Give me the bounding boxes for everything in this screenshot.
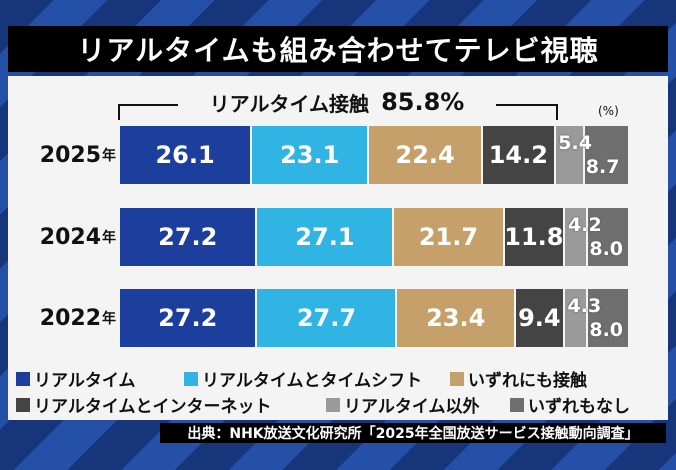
data-label: 27.1 bbox=[295, 223, 355, 251]
legend-swatch bbox=[326, 397, 340, 412]
data-label: 23.4 bbox=[426, 304, 486, 332]
bar-row-2024: 27.2 27.1 21.7 11.8 bbox=[120, 208, 628, 266]
bar-segment: 14.2 bbox=[482, 126, 556, 184]
bar-segment: 22.4 bbox=[369, 126, 483, 184]
year-label-suffix: 年 bbox=[102, 148, 116, 164]
legend-label: リアルタイム以外 bbox=[344, 397, 480, 417]
bar-row-2025: 26.1 23.1 22.4 14.2 bbox=[120, 126, 629, 184]
bar-segment: 9.4 bbox=[515, 289, 565, 347]
legend-label: いずれもなし bbox=[528, 397, 630, 417]
bracket-label-text: リアルタイム接触 bbox=[209, 91, 370, 116]
bar-segment bbox=[555, 126, 585, 184]
legend-swatch bbox=[16, 371, 30, 386]
bar-row-2022: 27.2 27.7 23.4 9.4 bbox=[120, 289, 629, 347]
source-caption: 出典：NHK放送文化研究所「2025年全国放送サービス接触動向調査」 bbox=[160, 423, 666, 443]
legend-label: いずれにも接触 bbox=[468, 371, 587, 391]
legend-item: リアルタイムとインターネット bbox=[16, 392, 272, 417]
bar-segment: 23.4 bbox=[397, 289, 516, 347]
bar-segment: 21.7 bbox=[394, 208, 505, 266]
bar-segment: 23.1 bbox=[252, 126, 370, 184]
data-label: 27.2 bbox=[158, 304, 218, 332]
bar-segment bbox=[565, 208, 589, 266]
bar-segment bbox=[584, 126, 629, 184]
data-label: 27.7 bbox=[296, 304, 357, 332]
legend-item: リアルタイム bbox=[16, 366, 136, 391]
data-label-text: 8.0 bbox=[589, 238, 624, 260]
legend-item: リアルタイムとタイムシフト bbox=[184, 366, 422, 391]
bar-segment bbox=[588, 208, 628, 266]
bar-segment: 27.2 bbox=[120, 208, 258, 266]
year-label-2025: 2025 年 bbox=[10, 126, 116, 184]
year-label-number: 2022 bbox=[39, 305, 101, 331]
unit-label: (%) bbox=[598, 104, 619, 118]
bar-segment bbox=[588, 289, 629, 347]
legend-label: リアルタイム bbox=[34, 371, 136, 391]
year-label-2024: 2024 年 bbox=[10, 208, 116, 266]
bar-segment: 26.1 bbox=[120, 126, 253, 184]
data-label: 27.2 bbox=[158, 223, 218, 251]
bracket-label: リアルタイム接触 85.8% bbox=[178, 88, 496, 116]
bar-segment: 11.8 bbox=[504, 208, 566, 266]
year-label-suffix: 年 bbox=[102, 230, 116, 246]
data-label-text: 8.7 bbox=[585, 156, 620, 178]
page-title: リアルタイムも組み合わせてテレビ視聴 bbox=[8, 26, 668, 72]
data-label: 14.2 bbox=[488, 141, 548, 169]
data-label: 23.1 bbox=[280, 141, 340, 169]
legend-item: いずれにも接触 bbox=[450, 366, 587, 391]
data-label: 26.1 bbox=[155, 141, 215, 169]
data-label-text: 4.2 bbox=[568, 214, 602, 236]
bar-segment: 27.7 bbox=[257, 289, 398, 347]
legend-swatch bbox=[16, 397, 30, 412]
year-label-number: 2024 bbox=[39, 224, 101, 250]
bar-segment: 27.1 bbox=[257, 208, 395, 266]
legend-swatch bbox=[450, 371, 464, 386]
legend-swatch bbox=[184, 371, 198, 386]
data-label-text: 8.0 bbox=[589, 319, 624, 341]
data-label: 21.7 bbox=[418, 223, 479, 251]
bar-segment bbox=[564, 289, 589, 347]
data-label-text: 5.4 bbox=[558, 132, 592, 154]
bar-segment: 27.2 bbox=[120, 289, 258, 347]
data-label-text: 4.3 bbox=[567, 295, 602, 317]
legend-item: いずれもなし bbox=[510, 392, 630, 417]
data-label: 9.4 bbox=[518, 304, 561, 332]
legend-item: リアルタイム以外 bbox=[326, 392, 480, 417]
bracket-label-value: 85.8% bbox=[381, 88, 465, 116]
data-label: 11.8 bbox=[504, 223, 564, 251]
data-label: 22.4 bbox=[395, 141, 455, 169]
year-label-suffix: 年 bbox=[102, 311, 116, 327]
legend-label: リアルタイムとインターネット bbox=[34, 397, 272, 417]
year-label-number: 2025 bbox=[39, 142, 101, 168]
year-label-2022: 2022 年 bbox=[10, 289, 116, 347]
legend-label: リアルタイムとタイムシフト bbox=[202, 371, 423, 391]
legend-swatch bbox=[510, 397, 524, 412]
